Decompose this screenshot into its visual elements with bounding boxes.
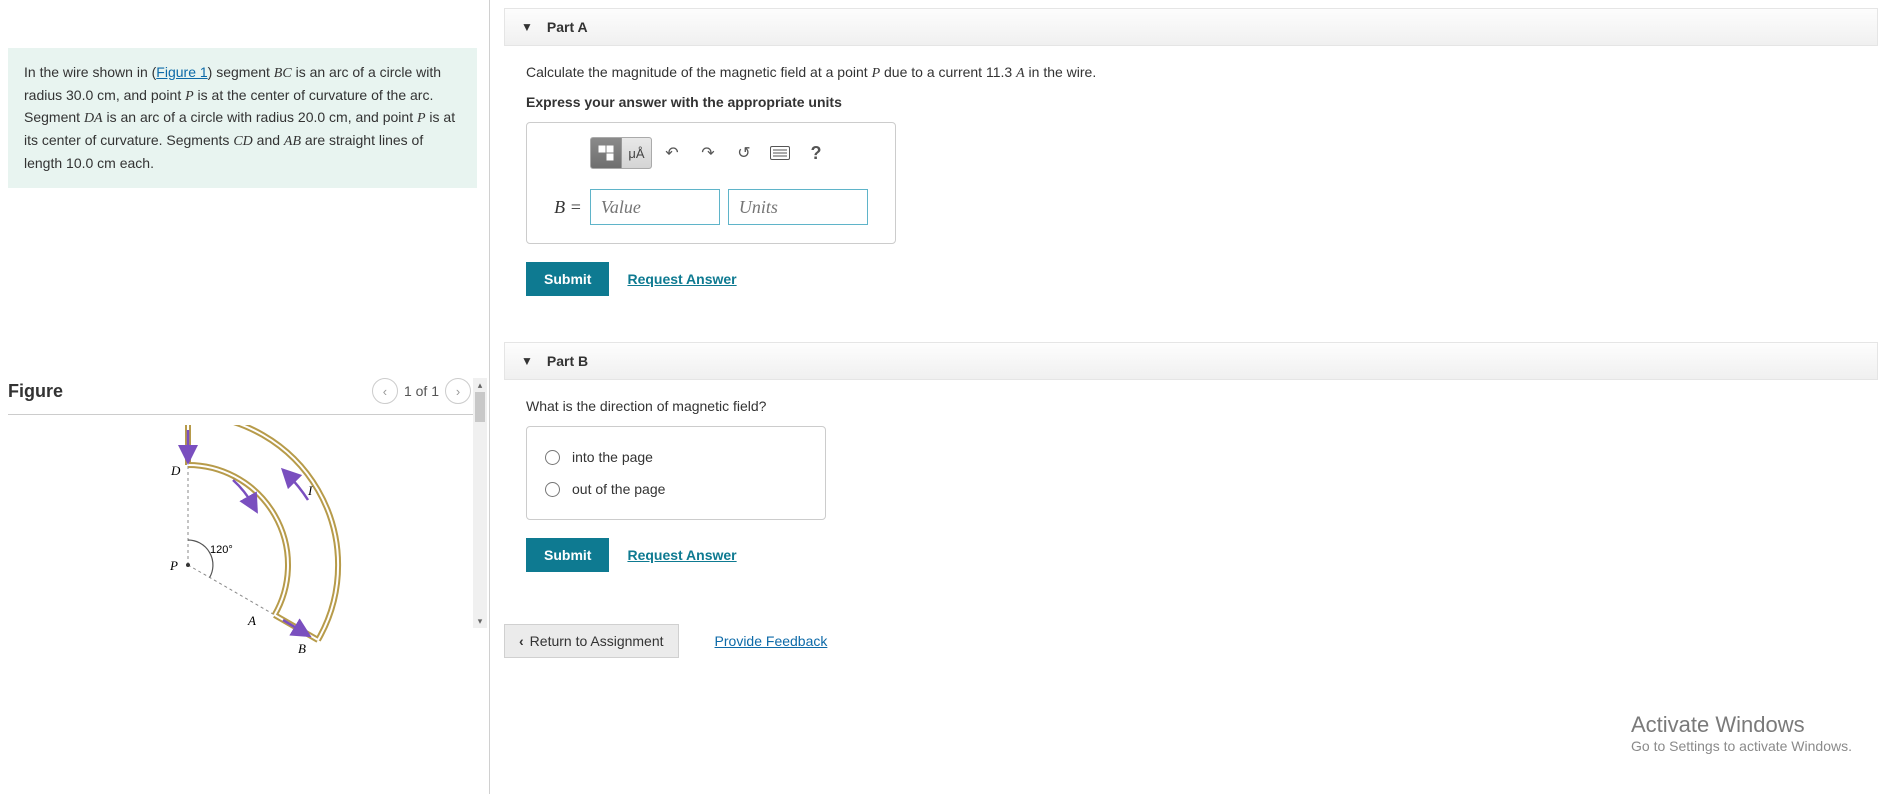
figure-link[interactable]: Figure 1 [156,64,207,80]
windows-activation-watermark: Activate Windows Go to Settings to activ… [1631,712,1852,754]
keyboard-icon[interactable] [764,138,796,168]
text: In the wire shown in ( [24,64,156,80]
caret-down-icon: ▼ [521,20,533,34]
segment-da: DA [84,111,103,126]
point-p: P [417,111,426,126]
text: ) segment [208,64,274,80]
scroll-up-icon[interactable]: ▴ [473,378,487,392]
units-symbol-button[interactable]: μÅ [621,138,651,168]
svg-text:I: I [307,483,313,498]
figure-prev-button[interactable]: ‹ [372,378,398,404]
request-answer-link[interactable]: Request Answer [627,271,736,287]
left-pane: In the wire shown in (Figure 1) segment … [0,0,490,794]
scroll-down-icon[interactable]: ▾ [473,614,487,628]
part-a-instruction: Express your answer with the appropriate… [526,94,1856,110]
value-input[interactable] [590,189,720,225]
scroll-thumb[interactable] [475,392,485,422]
caret-down-icon: ▼ [521,354,533,368]
text: is an arc of a circle with radius 20.0 c… [103,109,417,125]
figure-body: C D P A B I 120° [8,415,477,675]
svg-text:P: P [169,558,178,573]
provide-feedback-link[interactable]: Provide Feedback [715,633,828,649]
radio-options: into the page out of the page [526,426,826,520]
point-p: P [185,89,194,104]
figure-next-button[interactable]: › [445,378,471,404]
part-a-question: Calculate the magnitude of the magnetic … [526,64,1856,82]
text: and [253,132,284,148]
answer-input-row: B = [541,189,881,225]
right-pane: ▼ Part A Calculate the magnitude of the … [490,0,1892,794]
footer-row: ‹ Return to Assignment Provide Feedback [504,624,1878,658]
part-a-header[interactable]: ▼ Part A [504,8,1878,46]
segment-ab: AB [284,134,301,149]
part-b-body: What is the direction of magnetic field?… [504,398,1878,618]
answer-box: μÅ ↶ ↷ ↺ ? B = [526,122,896,244]
submit-button[interactable]: Submit [526,262,609,296]
part-b-header[interactable]: ▼ Part B [504,342,1878,380]
submit-button[interactable]: Submit [526,538,609,572]
units-input[interactable] [728,189,868,225]
radio-out-of-page[interactable] [545,482,560,497]
part-a-body: Calculate the magnitude of the magnetic … [504,64,1878,342]
svg-text:C: C [180,425,189,426]
svg-text:D: D [170,463,181,478]
reset-icon[interactable]: ↺ [728,138,760,168]
return-to-assignment-button[interactable]: ‹ Return to Assignment [504,624,679,658]
option-out-of-page[interactable]: out of the page [545,473,807,505]
figure-nav: ‹ 1 of 1 › [372,378,471,404]
template-button-group: μÅ [590,137,652,169]
fraction-template-icon[interactable] [591,138,621,168]
segment-cd: CD [233,134,252,149]
option-label: into the page [572,449,653,465]
segment-bc: BC [274,66,292,81]
svg-text:B: B [298,641,306,655]
return-label: Return to Assignment [530,633,664,649]
text: Calculate the magnitude of the magnetic … [526,64,872,80]
unit-A: A [1016,66,1025,81]
part-a-title: Part A [547,19,588,35]
undo-icon[interactable]: ↶ [656,138,688,168]
figure-header: Figure ‹ 1 of 1 › [8,378,477,415]
part-b-question: What is the direction of magnetic field? [526,398,1856,414]
help-button[interactable]: ? [800,138,832,168]
problem-statement: In the wire shown in (Figure 1) segment … [8,48,477,188]
redo-icon[interactable]: ↷ [692,138,724,168]
svg-text:A: A [247,613,256,628]
watermark-subtitle: Go to Settings to activate Windows. [1631,738,1852,754]
svg-text:120°: 120° [210,544,233,556]
part-b-title: Part B [547,353,588,369]
answer-toolbar: μÅ ↶ ↷ ↺ ? [541,137,881,169]
text: due to a current 11.3 [880,64,1016,80]
scrollbar-vertical[interactable]: ▴ ▾ [473,378,487,628]
part-b-submit-row: Submit Request Answer [526,538,1856,572]
option-into-page[interactable]: into the page [545,441,807,473]
point-p: P [872,66,881,81]
text: in the wire. [1025,64,1097,80]
variable-label: B = [554,197,582,218]
radio-into-page[interactable] [545,450,560,465]
watermark-title: Activate Windows [1631,712,1852,738]
figure-counter: 1 of 1 [404,383,439,399]
request-answer-link[interactable]: Request Answer [627,547,736,563]
figure-title: Figure [8,381,63,402]
figure-diagram: C D P A B I 120° [148,425,348,655]
option-label: out of the page [572,481,665,497]
part-a-submit-row: Submit Request Answer [526,262,1856,296]
chevron-left-icon: ‹ [519,633,524,649]
